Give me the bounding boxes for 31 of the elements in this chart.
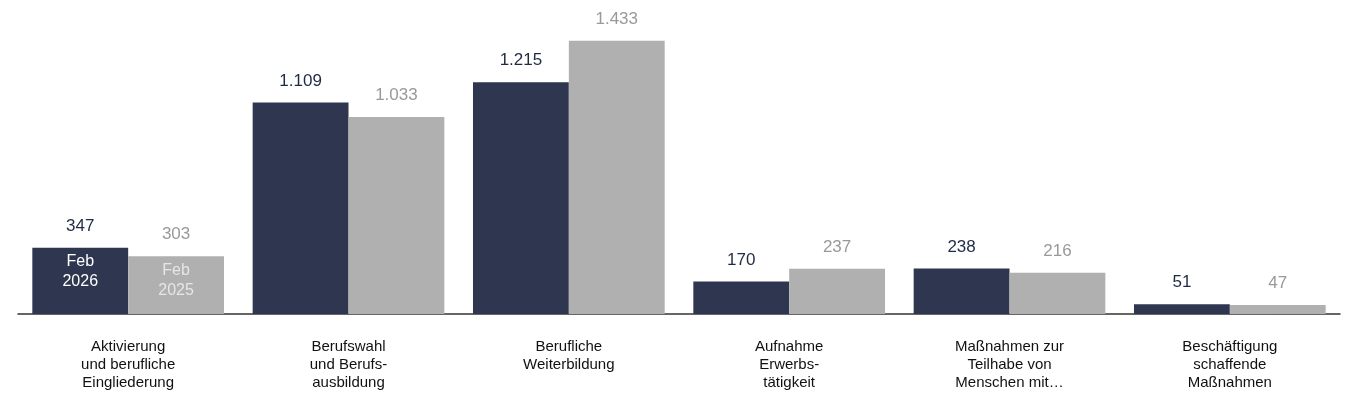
x-tick-label: Aufnahme Erwerbs- tätigkeit — [754, 336, 824, 390]
bar — [1133, 304, 1230, 314]
bar — [32, 247, 129, 314]
bar — [568, 40, 665, 314]
x-tick-label: Berufliche Weiterbildung — [523, 336, 615, 372]
bar — [128, 256, 225, 314]
data-label: 237 — [822, 236, 852, 256]
bar — [1009, 272, 1106, 314]
bar — [472, 82, 569, 314]
data-label: 1.033 — [375, 85, 418, 105]
data-label: 1.215 — [499, 50, 543, 70]
x-tick-label: Aktivierung und berufliche Eingliederung — [81, 336, 176, 390]
x-tick-label: Berufswahl und Berufs- ausbildung — [309, 336, 388, 390]
data-label: 47 — [1268, 273, 1288, 293]
bar — [693, 281, 790, 314]
bar — [913, 268, 1010, 314]
bar — [789, 268, 886, 314]
data-label: 347 — [66, 215, 95, 235]
series-label: Feb 2026 — [62, 252, 99, 290]
x-tick-label: Beschäftigung schaffende Maßnahmen — [1182, 336, 1278, 390]
data-label: 238 — [947, 236, 976, 256]
data-label: 216 — [1043, 240, 1072, 260]
data-label: 170 — [727, 249, 756, 269]
data-label: 51 — [1172, 272, 1192, 292]
data-label: 1.433 — [595, 8, 639, 28]
x-tick-label: Maßnahmen zur Teilhabe von Menschen mit… — [954, 336, 1065, 390]
bar — [1229, 305, 1326, 314]
bar — [252, 102, 349, 314]
data-label: 303 — [161, 224, 191, 244]
data-label: 1.109 — [279, 70, 322, 90]
bar — [348, 117, 445, 314]
